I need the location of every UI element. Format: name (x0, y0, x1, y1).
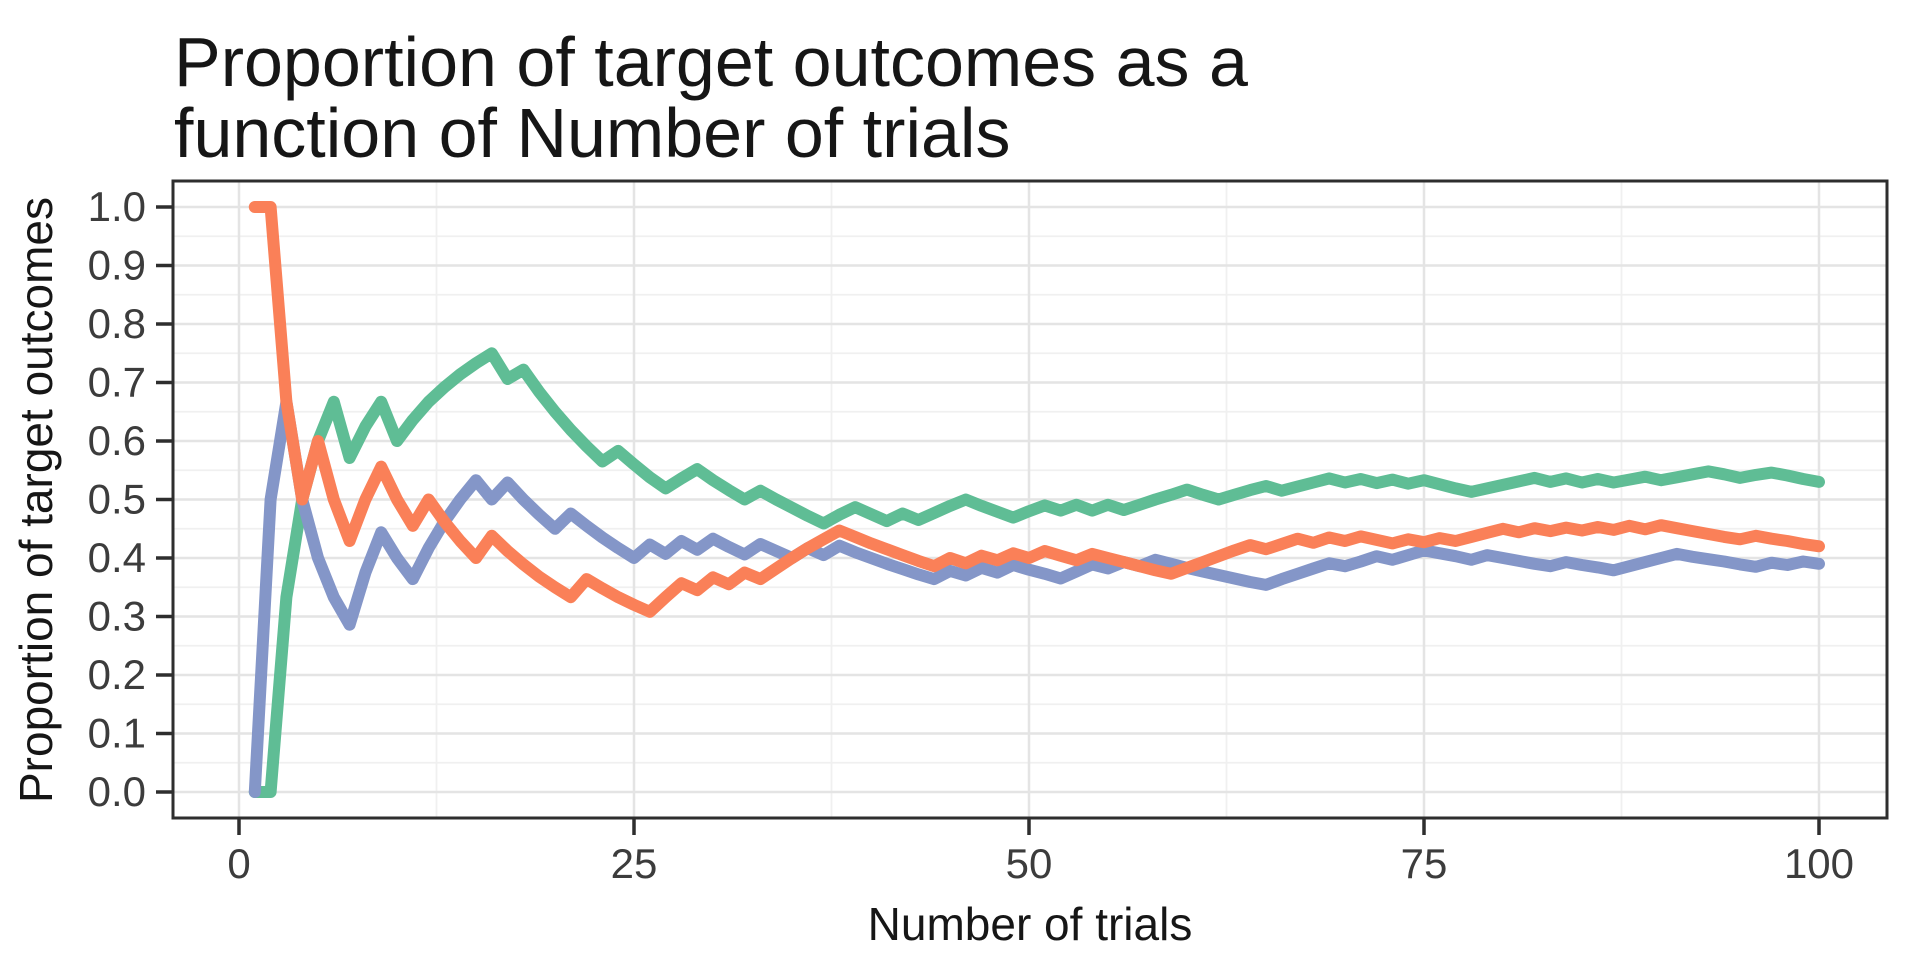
axis-ticks (156, 205, 1821, 835)
series-blue-line (248, 395, 1825, 798)
y-tick-label: 0.0 (88, 768, 146, 815)
series-green-line (248, 347, 1825, 798)
x-tick-label: 100 (1784, 840, 1854, 887)
y-tick-label: 0.7 (88, 359, 146, 406)
axis-tick-labels: 0.0 0.1 0.2 0.3 0.4 0.5 0.6 0.7 0.8 0.9 1.0 0 25 50 75… (88, 183, 1854, 887)
y-tick-label: 0.4 (88, 534, 146, 581)
plot-title-line2: function of Number of trials (174, 94, 1010, 172)
series-orange-line (248, 201, 1825, 618)
x-tick-label: 50 (1006, 840, 1053, 887)
y-tick-label: 0.3 (88, 593, 146, 640)
x-tick-label: 0 (227, 840, 250, 887)
y-tick-label: 0.2 (88, 651, 146, 698)
y-tick-label: 0.1 (88, 710, 146, 757)
panel-border (171, 179, 1889, 820)
y-tick-label: 0.5 (88, 476, 146, 523)
y-tick-label: 0.6 (88, 417, 146, 464)
y-tick-label: 0.9 (88, 242, 146, 289)
major-gridlines (173, 181, 1887, 818)
x-axis-title: Number of trials (868, 898, 1193, 950)
x-tick-label: 25 (611, 840, 658, 887)
plot-title-line1: Proportion of target outcomes as a (174, 23, 1248, 101)
x-tick-label: 75 (1401, 840, 1448, 887)
y-tick-label: 1.0 (88, 183, 146, 230)
y-tick-label: 0.8 (88, 300, 146, 347)
data-series (248, 201, 1825, 798)
y-axis-title: Proportion of target outcomes (10, 197, 62, 803)
